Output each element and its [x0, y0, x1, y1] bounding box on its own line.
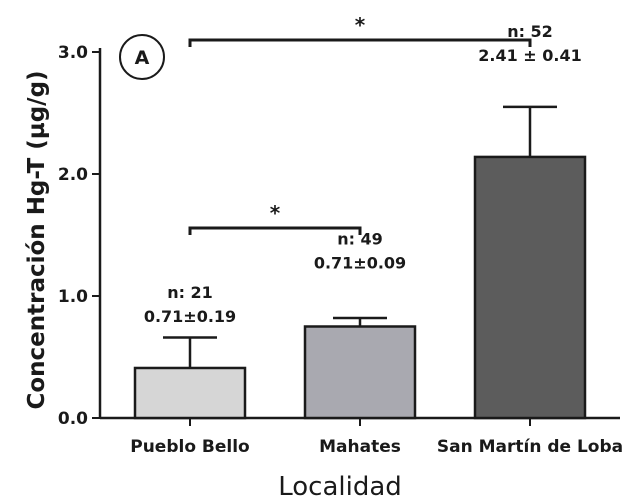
bar-stat-label: 2.41 ± 0.41: [478, 46, 582, 65]
x-tick-label: Mahates: [319, 437, 401, 457]
significance-bracket: [188, 38, 532, 47]
panel-badge: A: [119, 34, 165, 80]
bar-stat-label: 0.71±0.09: [314, 254, 406, 273]
y-tick-label: 1.0: [58, 287, 88, 307]
significance-group: **: [188, 13, 532, 235]
significance-star: *: [270, 201, 281, 225]
bar: [133, 366, 247, 420]
panel-circle: [119, 34, 165, 80]
y-tick-label: 2.0: [58, 165, 88, 185]
annotation-group: n: 21 0.71±0.19 n: 49 0.71±0.09 n: 52 2.41 ± …: [144, 22, 582, 326]
bar-n-label: n: 49: [337, 230, 383, 249]
x-tick-label: Pueblo Bello: [130, 437, 250, 457]
y-axis-title: Concentración Hg-T (µg/g): [24, 70, 50, 409]
panel-label: A: [135, 47, 150, 69]
y-tick-label: 3.0: [58, 43, 88, 63]
bar-n-label: n: 21: [167, 283, 213, 302]
bar: [473, 155, 587, 420]
bar: [303, 325, 417, 420]
bar-n-label: n: 52: [507, 22, 553, 41]
bar-group: [133, 155, 587, 420]
error-bar-group: [163, 105, 557, 368]
x-axis-title: Localidad: [278, 472, 402, 501]
significance-star: *: [355, 13, 366, 37]
bar-stat-label: 0.71±0.19: [144, 307, 236, 326]
x-tick-label: San Martín de Loba: [437, 437, 623, 457]
y-tick-label: 0.0: [58, 409, 88, 429]
significance-bracket: [188, 226, 362, 235]
